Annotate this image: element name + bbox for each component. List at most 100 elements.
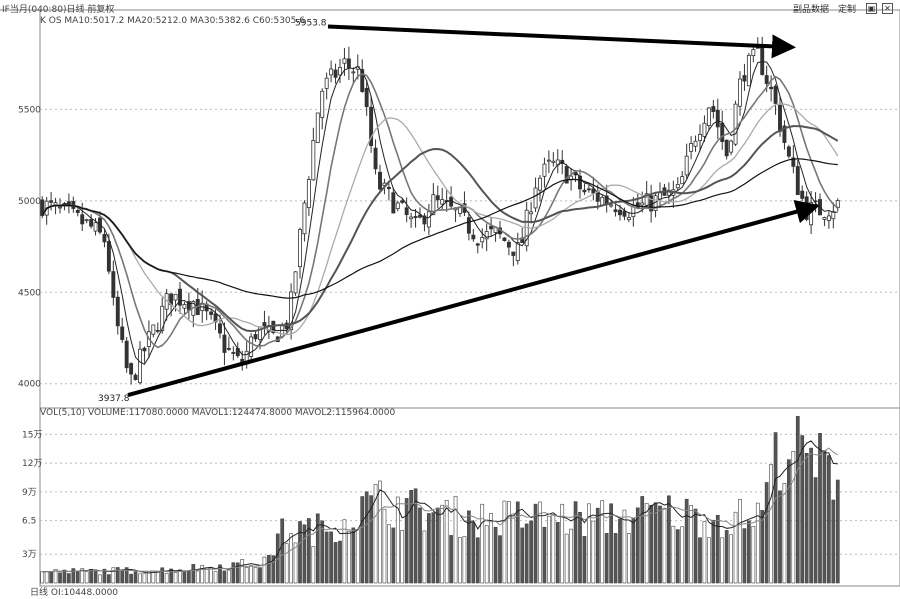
bottom-legend: 日线 OI:10448.0000 [30,588,119,598]
volume-bar [827,455,831,584]
volume-bar [640,496,645,584]
candle-body [786,146,791,157]
candle-body [702,122,707,137]
volume-bar [133,571,138,584]
volume-bar [169,568,173,584]
volume-bar [418,507,422,584]
volume-bar [213,571,218,584]
candle-body [698,133,702,141]
volume-bar [724,530,729,584]
candle-body [346,58,351,68]
candle-body [271,320,276,334]
volume-bar [680,526,685,584]
volume-bar [298,521,302,584]
volume-bar [102,568,107,584]
candle-body [551,160,556,163]
candle-body [311,140,316,181]
volume-bar [782,483,787,584]
candle-body [93,222,98,232]
volume-bar [667,495,671,584]
price-tick-label: 4500 [18,288,41,298]
candle-body [253,334,258,340]
candle-body [426,211,431,228]
volume-bar [635,507,640,584]
volume-bar [560,503,565,584]
volume-bar [267,555,271,584]
volume-bar [164,573,169,584]
candle-body [769,86,774,90]
candle-body [564,166,569,184]
mavol10-line [42,447,839,573]
candle-body [435,195,440,201]
volume-bar [515,501,520,584]
volume-bar [258,567,262,584]
volume-bar [689,505,693,584]
volume-bar [53,569,58,584]
candle-body [635,202,640,208]
volume-bar [547,515,551,584]
volume-bar [662,507,667,584]
vol-legend: VOL(5,10) VOLUME:117080.0000 MAVOL1:1244… [40,408,396,418]
candle-body [173,293,178,301]
volume-bar [115,567,120,584]
volume-bar [400,530,405,584]
candle-body [831,211,836,220]
volume-bar [253,566,258,584]
volume-bar [49,571,53,584]
candle-body [533,187,538,209]
volume-bar [44,571,49,584]
volume-bar [378,480,382,584]
candle-body [640,202,645,206]
volume-bar [542,526,547,584]
candle-body [298,229,302,268]
candle-body [120,326,125,340]
volume-bar [235,562,240,584]
volume-bar [444,499,449,584]
candle-body [222,334,227,353]
volume-bar [67,573,71,584]
volume-bar [711,519,716,584]
volume-bar [84,571,89,584]
volume-tick-label: 12万 [22,459,42,469]
candle-body [124,340,129,369]
volume-bar [155,570,160,584]
volume-bar [471,521,476,584]
candle-body [115,296,120,327]
price-tick-label: 4000 [18,380,41,390]
candle-body [231,352,236,354]
volume-bar [729,534,733,584]
close-icon[interactable]: ✕ [882,3,893,14]
volume-bar [98,574,102,584]
volume-bar [484,525,489,584]
volume-bar [280,518,285,584]
volume-bar [787,459,791,584]
candle-body [386,186,391,190]
candle-body [280,324,285,338]
candle-body [742,75,747,82]
candle-body [729,140,734,153]
volume-bar [107,574,111,584]
volume-tick-label: 6.5 [22,517,36,527]
candle-body [738,78,742,107]
candle-body [302,202,307,235]
volume-bar [480,503,485,584]
volume-bar [751,526,756,584]
menu-button[interactable]: 定制 [838,5,857,15]
candle-body [475,243,480,246]
candle-body [58,206,62,209]
volume-bar [453,495,458,584]
candle-body [622,210,627,217]
volume-bar [511,513,516,584]
volume-bar [62,569,67,584]
candle-body [373,147,378,170]
candle-body [80,214,85,225]
volume-bar [702,521,707,584]
volume-bar [40,571,45,584]
minimize-icon[interactable]: ▣ [866,3,877,14]
candle-body [591,188,596,194]
data-button[interactable]: 副品数据 [793,5,830,15]
volume-bar [284,543,289,584]
volume-bar [555,522,560,584]
volume-bar [498,535,502,584]
